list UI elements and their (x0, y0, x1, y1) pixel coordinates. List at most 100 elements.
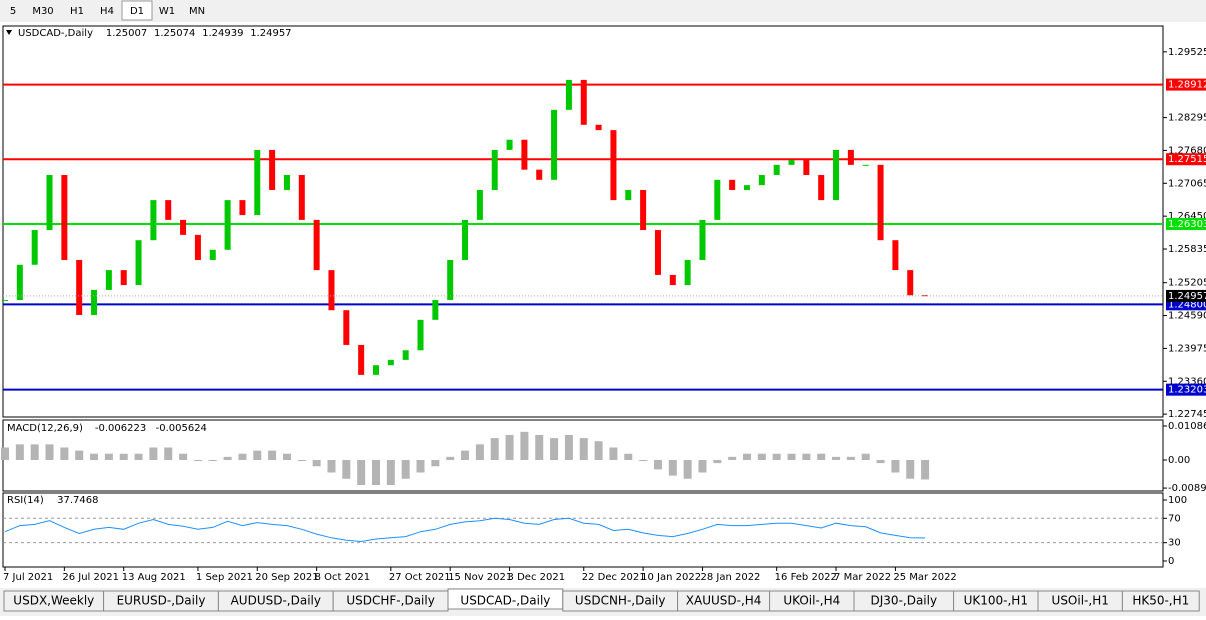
macd-bar (134, 453, 143, 460)
candle (269, 149, 276, 190)
macd-bar (104, 453, 113, 460)
timeframe-button[interactable]: H1 (70, 6, 84, 17)
tab-label[interactable]: UK100-,H1 (964, 594, 1028, 608)
level-label-box (1166, 218, 1206, 231)
macd-bar (223, 456, 232, 460)
candle (610, 130, 617, 201)
candle (313, 219, 320, 271)
candle (744, 185, 750, 190)
timeframe-button[interactable]: H4 (100, 6, 114, 17)
candle (521, 139, 528, 170)
timeframe-button[interactable]: D1 (130, 6, 144, 17)
candle (165, 200, 172, 220)
tab-label[interactable]: USDX,Weekly (13, 594, 94, 608)
x-tick-label: 13 Aug 2021 (122, 572, 186, 583)
candle (239, 200, 246, 216)
candle (61, 175, 68, 260)
y-tick-label: 1.23360 (1168, 376, 1206, 387)
timeframe-button[interactable]: M30 (32, 6, 53, 17)
y-tick-label: 30 (1168, 538, 1181, 549)
level-label-box (1166, 78, 1206, 91)
macd-bar (208, 459, 217, 461)
tab-label[interactable]: DJ30-,Daily (871, 594, 938, 608)
candle (224, 200, 231, 250)
tab-label[interactable]: USDCHF-,Daily (346, 594, 434, 608)
y-tick-label: 100 (1168, 495, 1187, 506)
macd-bar (757, 453, 766, 460)
menu-arrow (6, 30, 12, 35)
macd-bar (683, 459, 692, 479)
candle (209, 249, 216, 260)
tab-label[interactable]: EURUSD-,Daily (117, 594, 206, 608)
y-tick-label: 0.010865 (1168, 421, 1206, 432)
candle (818, 175, 825, 201)
macd-bar (713, 459, 722, 464)
macd-bar (475, 444, 484, 460)
candle (150, 200, 157, 241)
macd-bar (179, 453, 188, 460)
tab-label[interactable]: XAUUSD-,H4 (686, 594, 762, 608)
macd-bar (164, 447, 173, 460)
macd-bar (728, 456, 737, 460)
macd-bar (787, 453, 796, 460)
macd-bar (817, 453, 826, 460)
tab-label[interactable]: HK50-,H1 (1132, 594, 1189, 608)
candle (907, 270, 914, 296)
candle (580, 79, 587, 125)
macd-bar (45, 444, 54, 460)
tab-label[interactable]: USDCAD-,Daily (460, 594, 550, 608)
x-tick-label: 3 Dec 2021 (508, 572, 566, 583)
tab-label[interactable]: UKOil-,H4 (783, 594, 840, 608)
level-label-box (1166, 383, 1206, 396)
macd-bar (282, 453, 291, 460)
candle (862, 164, 869, 166)
macd-bar (668, 459, 677, 476)
x-tick-label: 28 Jan 2022 (700, 572, 760, 583)
candle (536, 169, 543, 180)
level-label: 1.26303 (1168, 219, 1206, 230)
y-tick-label: 1.28295 (1168, 113, 1206, 124)
timeframe-button[interactable]: 5 (10, 6, 16, 17)
tab-label[interactable]: USDCNH-,Daily (575, 594, 666, 608)
macd-bar (535, 434, 544, 460)
candle (105, 270, 112, 290)
macd-bar (193, 459, 202, 461)
candle (387, 359, 394, 366)
timeframe-button[interactable]: MN (189, 6, 205, 17)
candle (506, 139, 513, 150)
x-tick-label: 15 Nov 2021 (448, 572, 512, 583)
candle (76, 259, 83, 316)
y-tick-label: 1.22745 (1168, 409, 1206, 420)
level-label: 1.27515 (1168, 154, 1206, 165)
candle (447, 259, 454, 301)
macd-bar (60, 447, 69, 460)
tab-label[interactable]: USOil-,H1 (1052, 594, 1109, 608)
candle (833, 149, 840, 201)
macd-bar (594, 441, 603, 460)
timeframe-button[interactable]: W1 (159, 6, 175, 17)
candle (135, 240, 142, 286)
rsi-pane (2, 492, 1164, 568)
header-value: -0.005624 (156, 423, 207, 434)
candle (2, 300, 8, 302)
macd-bar (357, 459, 366, 486)
tab-label[interactable]: AUDUSD-,Daily (231, 594, 321, 608)
current-price-box (1166, 289, 1206, 302)
header-value: 1.25074 (154, 28, 195, 39)
y-tick-label: 1.27065 (1168, 178, 1206, 189)
macd-bar (639, 459, 648, 461)
candle (328, 270, 335, 311)
level-label: 1.23203 (1168, 385, 1206, 396)
macd-bar (490, 438, 499, 460)
y-tick-label: 1.25835 (1168, 244, 1206, 255)
macd-bar (698, 459, 707, 473)
candle (343, 310, 350, 345)
tab[interactable] (1121, 590, 1200, 612)
candle (46, 175, 53, 231)
candle (640, 189, 647, 231)
macd-bar (609, 447, 618, 460)
macd-bar (921, 459, 930, 480)
macd-bar (579, 438, 588, 460)
header-value: 1.24957 (250, 28, 291, 39)
macd-bar (149, 447, 158, 460)
